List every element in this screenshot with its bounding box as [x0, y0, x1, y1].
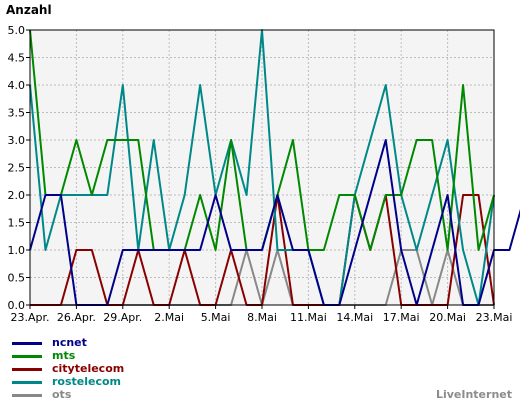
y-tick-label: 5.0 [8, 24, 26, 37]
y-tick-label: 1.0 [8, 244, 26, 257]
x-tick-label: 8.Mai [247, 311, 277, 324]
y-tick-labels: 0.0 0.5 1.0 1.5 2.0 2.5 3.0 3.5 4.0 4.5 5.0 [8, 24, 30, 312]
y-tick-label: 3.0 [8, 134, 26, 147]
y-tick-label: 1.5 [8, 217, 26, 230]
legend-swatch [12, 342, 42, 345]
legend-swatch [12, 381, 42, 384]
series-line-ncnet [29, 139, 520, 306]
brand-label: LiveInternet [435, 388, 512, 401]
legend-swatch [12, 368, 42, 371]
legend-swatch [12, 355, 42, 358]
x-tick-label: 14.Mai [336, 311, 373, 324]
legend-swatch [12, 394, 42, 397]
y-tick-label: 2.0 [8, 189, 26, 202]
y-axis-title: Anzahl [6, 3, 52, 17]
y-tick-label: 3.5 [8, 107, 26, 120]
x-tick-label: 23.Apr. [10, 311, 49, 324]
legend-label: mts [52, 349, 76, 362]
x-tick-label: 23.Mai [476, 311, 513, 324]
y-tick-label: 0.0 [8, 299, 26, 312]
legend-label: citytelecom [52, 362, 125, 375]
y-tick-label: 2.5 [8, 162, 26, 175]
x-tick-label: 17.Mai [383, 311, 420, 324]
x-tick-labels: 23.Apr. 26.Apr. 29.Apr. 2.Mai 5.Mai 8.Mai 11.M… [10, 305, 512, 324]
x-tick-label: 5.Mai [201, 311, 231, 324]
y-tick-label: 0.5 [8, 272, 26, 285]
legend-label: ots [52, 388, 72, 401]
legend-label: ncnet [52, 336, 87, 349]
x-tick-label: 2.Mai [154, 311, 184, 324]
x-tick-label: 26.Apr. [57, 311, 96, 324]
y-tick-label: 4.5 [8, 52, 26, 65]
x-tick-label: 11.Mai [290, 311, 327, 324]
y-tick-label: 4.0 [8, 79, 26, 92]
x-tick-label: 29.Apr. [103, 311, 142, 324]
x-tick-label: 20.Mai [429, 311, 466, 324]
legend-label: rostelecom [52, 375, 122, 388]
